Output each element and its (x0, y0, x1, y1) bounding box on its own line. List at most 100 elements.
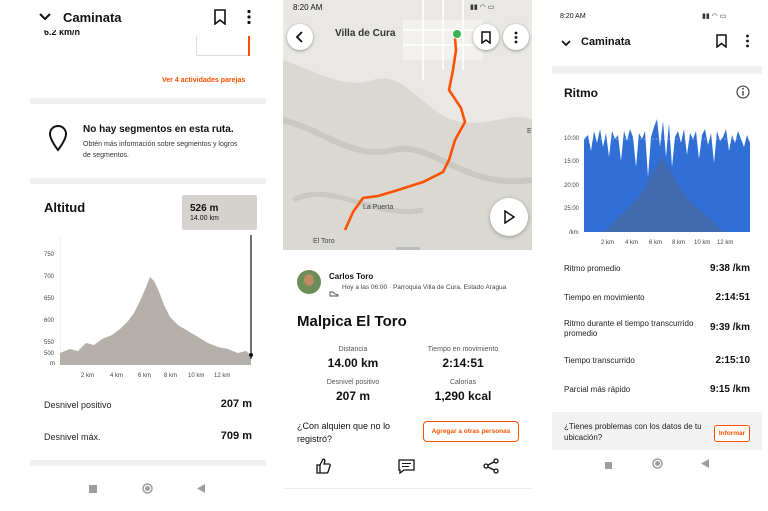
like-icon[interactable] (315, 458, 331, 479)
activity-title: Malpica El Toro (297, 313, 407, 330)
activity-summary-panel: 8:20 AM ▮▮ ◠ ▭ Villa de Cura La Puerta E… (283, 0, 532, 511)
row-label-fastest-split: Parcial más rápido (564, 385, 631, 394)
status-time: 8:20 AM (293, 3, 323, 12)
bookmark-icon[interactable] (716, 34, 727, 53)
comment-icon[interactable] (398, 459, 415, 479)
athlete-name[interactable]: Carlos Toro (329, 272, 374, 281)
x-tick-6: 6 km (649, 240, 663, 246)
nav-home-icon[interactable] (652, 458, 663, 472)
stat-label-elevation-gain: Desnivel positivo (44, 400, 112, 410)
map-label-place1: La Puerta (363, 204, 394, 211)
map-label-place2: El Toro (313, 238, 335, 245)
stat-label-moving-time: Tiempo en movimiento (427, 346, 499, 353)
row-label-moving-time: Tiempo en movimiento (564, 293, 645, 302)
gesture-bar (283, 488, 532, 496)
y-tick-25: 25:00 (564, 206, 580, 212)
y-tick-15: 15:00 (564, 159, 580, 165)
y-unit-label: m (50, 361, 55, 367)
stat-value-max-elevation: 709 m (220, 430, 252, 442)
page-title: Caminata (63, 10, 122, 25)
similar-activities-link[interactable]: Ver 4 actividades parejas (162, 77, 246, 84)
stat-value-calories: 1,290 kcal (434, 389, 492, 403)
mini-chart (196, 36, 250, 56)
nav-recents-icon[interactable] (89, 484, 97, 496)
share-icon[interactable] (483, 458, 499, 479)
tooltip-altitude-value: 526 m (190, 203, 219, 214)
stat-label-distance: Distancia (338, 346, 368, 353)
row-value-moving-time: 2:14:51 (715, 292, 750, 303)
nav-home-icon[interactable] (142, 483, 153, 497)
y-tick-600: 600 (44, 318, 55, 324)
stat-value-moving-time: 2:14:51 (442, 356, 484, 370)
altitude-area-plot (60, 235, 254, 365)
play-icon (504, 210, 515, 224)
y-tick-750: 750 (44, 252, 55, 258)
route-start-marker (452, 29, 462, 39)
pace-title: Ritmo (564, 86, 598, 100)
y-tick-500: 500 (44, 351, 55, 357)
x-tick-10: 10 km (694, 240, 711, 246)
x-tick-12: 12 km (717, 240, 734, 246)
map-back-button[interactable] (287, 24, 313, 50)
map-label-edge: E (527, 128, 532, 135)
back-chevron-icon[interactable] (38, 10, 52, 29)
segments-title: No hay segmentos en esta ruta. (83, 124, 234, 135)
y-unit-label: /km (569, 230, 579, 236)
x-tick-8: 8 km (164, 373, 178, 379)
more-options-icon[interactable] (745, 34, 750, 53)
bookmark-icon (481, 30, 491, 44)
nav-back-icon[interactable] (197, 484, 205, 496)
add-others-button[interactable]: Agregar a otras personas (423, 421, 519, 442)
y-tick-20: 20:00 (564, 183, 580, 189)
altitude-chart: 750 700 650 600 550 500 m 2 km 4 km 6 km… (30, 230, 266, 385)
more-options-icon[interactable] (246, 9, 252, 30)
map-bookmark-button[interactable] (473, 24, 499, 50)
status-icons: ▮▮ ◠ ▭ (702, 13, 727, 20)
x-tick-2: 2 km (601, 240, 615, 246)
activity-detail-panel: Caminata 6.2 km/h Ver 4 actividades pare… (30, 0, 266, 511)
x-tick-4: 4 km (110, 373, 124, 379)
pace-area-plot (584, 119, 750, 232)
x-tick-2: 2 km (81, 373, 95, 379)
invite-question: ¿Con alquien que no lo registró? (297, 421, 391, 444)
altitude-title: Altitud (44, 200, 86, 215)
back-chevron-icon[interactable] (560, 36, 572, 54)
status-icons: ▮▮ ◠ ▭ (470, 4, 495, 11)
map-pin-icon (48, 124, 68, 157)
altitude-area (60, 277, 251, 365)
info-icon[interactable] (736, 85, 750, 104)
map-terrain (283, 0, 532, 250)
x-tick-10: 10 km (188, 373, 205, 379)
activity-meta: Hoy a las 06:00 · Parroquia Villa de Cur… (342, 284, 507, 291)
pace-shadow (604, 157, 724, 232)
shoe-icon (329, 284, 339, 302)
x-tick-12: 12 km (214, 373, 231, 379)
map-more-button[interactable] (503, 24, 529, 50)
x-tick-4: 4 km (625, 240, 639, 246)
stat-value-elevation-gain: 207 m (220, 398, 252, 410)
row-label-avg-pace: Ritmo promedio (564, 264, 621, 273)
sheet-drag-handle[interactable] (396, 247, 420, 250)
stat-value-elevation-gain: 207 m (335, 389, 371, 403)
pace-analysis-panel: 8:20 AM ▮▮ ◠ ▭ Caminata Ritmo 10:00 15:0… (552, 0, 762, 511)
cursor-dot (249, 353, 253, 357)
tooltip-distance-value: 14.00 km (190, 215, 219, 222)
play-flyover-button[interactable] (490, 198, 528, 236)
stat-value-distance: 14.00 km (327, 356, 379, 370)
segments-description[interactable]: Obtén más información sobre segmentos y … (83, 141, 238, 159)
pace-chart: 10:00 15:00 20:00 25:00 /km 2 km 4 km 6 … (552, 112, 762, 252)
y-tick-650: 650 (44, 296, 55, 302)
nav-recents-icon[interactable] (605, 460, 612, 472)
status-time: 8:20 AM (560, 13, 586, 20)
nav-back-icon[interactable] (701, 459, 709, 471)
map-view[interactable]: 8:20 AM ▮▮ ◠ ▭ Villa de Cura La Puerta E… (283, 0, 532, 250)
row-value-elapsed-time: 2:15:10 (715, 355, 750, 366)
y-tick-700: 700 (44, 274, 55, 280)
page-title: Caminata (581, 36, 631, 48)
altitude-tooltip: 526 m 14.00 km (182, 195, 257, 230)
avatar[interactable] (297, 270, 321, 294)
x-tick-6: 6 km (138, 373, 152, 379)
report-button[interactable]: Informar (714, 425, 750, 442)
bookmark-icon[interactable] (214, 9, 226, 30)
row-label-elapsed-pace: Ritmo durante el tiempo transcurrido pro… (564, 319, 694, 338)
